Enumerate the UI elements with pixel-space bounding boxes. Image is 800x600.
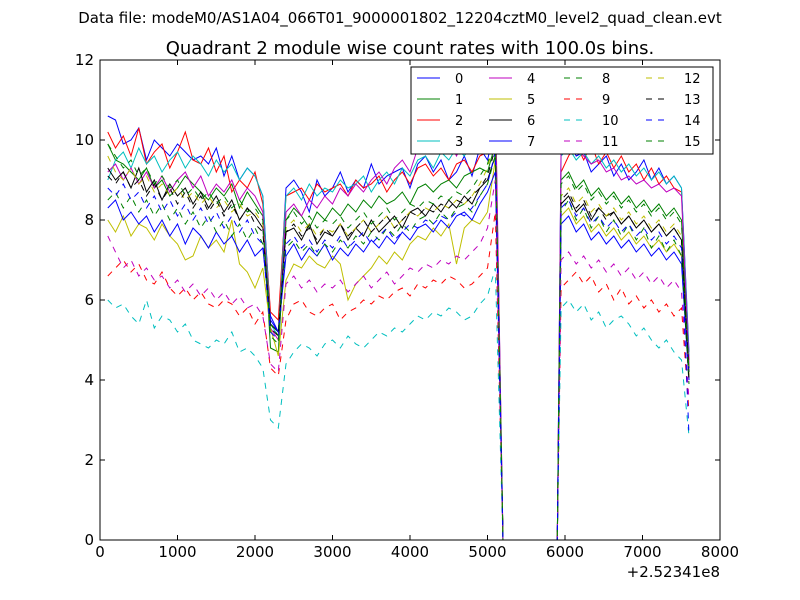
series-line-6 (107, 155, 690, 541)
legend-label-8: 8 (602, 72, 610, 87)
legend-label-10: 10 (602, 114, 619, 129)
x-tick-label: 6000 (546, 543, 584, 561)
series-line-14 (107, 151, 690, 541)
y-tick-label: 2 (84, 451, 94, 469)
x-tick-label: 5000 (468, 543, 506, 561)
series-line-9 (107, 211, 690, 541)
suptitle: Data file: modeM0/AS1A04_066T01_90000018… (78, 9, 722, 28)
legend-label-2: 2 (455, 114, 463, 129)
legend-label-3: 3 (455, 135, 463, 150)
x-tick-label: 3000 (313, 543, 351, 561)
series-layer (107, 87, 690, 541)
legend-label-0: 0 (455, 72, 463, 87)
legend-label-1: 1 (455, 93, 463, 108)
series-line-1 (107, 143, 690, 541)
x-tick-label: 2000 (236, 543, 274, 561)
tick-layer: 0 1000 2000 3000 4000 5000 6000 7000 80000246810… (75, 51, 739, 561)
plot-border (99, 59, 721, 541)
series-line-7 (107, 171, 690, 541)
x-offset-label: +2.52341e8 (627, 563, 720, 581)
y-tick-label: 0 (84, 531, 94, 549)
y-tick-label: 12 (75, 51, 94, 69)
series-line-13 (107, 147, 690, 541)
legend-label-7: 7 (527, 135, 535, 150)
legend-label-9: 9 (602, 93, 610, 108)
y-tick-label: 10 (75, 131, 94, 149)
legend-label-15: 15 (684, 135, 701, 150)
series-line-10 (107, 267, 690, 541)
legend-label-14: 14 (684, 114, 701, 129)
chart-title: Quadrant 2 module wise count rates with … (166, 38, 655, 59)
legend-label-5: 5 (527, 93, 535, 108)
legend-label-13: 13 (684, 93, 701, 108)
legend-label-6: 6 (527, 114, 535, 129)
legend-frame (410, 66, 714, 155)
series-line-3 (107, 99, 690, 541)
y-tick-label: 6 (84, 291, 94, 309)
y-tick-label: 4 (84, 371, 94, 389)
x-tick-label: 7000 (623, 543, 661, 561)
legend-label-4: 4 (527, 72, 535, 87)
x-tick-label: 0 (95, 543, 105, 561)
y-tick-label: 8 (84, 211, 94, 229)
legend-label-12: 12 (684, 72, 701, 87)
series-line-4 (107, 87, 690, 541)
series-line-15 (107, 135, 690, 541)
series-line-11 (107, 179, 690, 541)
legend-label-11: 11 (602, 135, 619, 150)
x-tick-label: 8000 (701, 543, 739, 561)
x-tick-label: 4000 (391, 543, 429, 561)
x-tick-label: 1000 (158, 543, 196, 561)
